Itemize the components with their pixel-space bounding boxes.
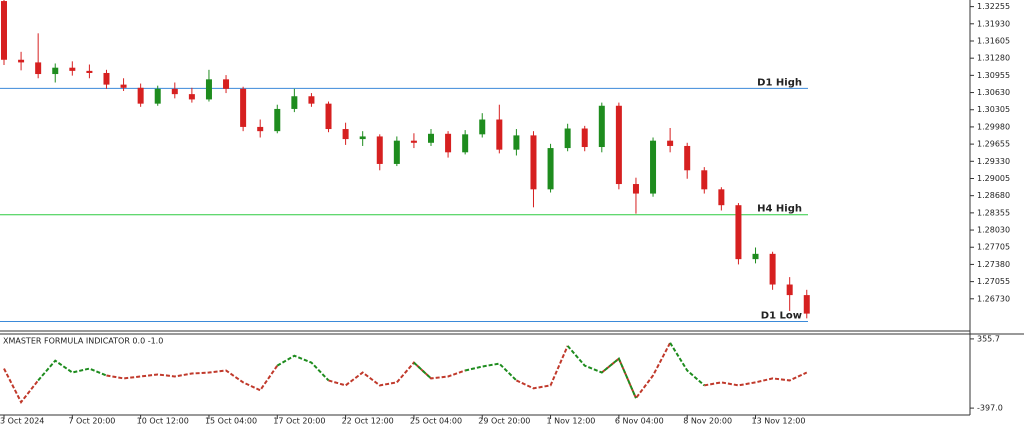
candle-body bbox=[274, 108, 281, 132]
x-tick-label: 17 Oct 20:00 bbox=[273, 417, 325, 426]
candle-body bbox=[445, 133, 452, 153]
candle-body bbox=[701, 170, 708, 190]
candle-body bbox=[530, 135, 537, 190]
candle-body bbox=[103, 72, 110, 85]
candle-body bbox=[428, 133, 434, 143]
candle-body bbox=[581, 128, 588, 148]
candle-body bbox=[308, 96, 315, 104]
y-tick-label: 1.26730 bbox=[977, 294, 1010, 303]
indicator-line bbox=[37, 342, 705, 399]
x-tick-label: 15 Oct 04:00 bbox=[205, 417, 257, 426]
candle-body bbox=[171, 88, 178, 95]
level-label: D1 Low bbox=[761, 311, 802, 322]
candle-body bbox=[598, 105, 605, 148]
candle-body bbox=[188, 94, 195, 100]
x-tick-label: 1 Nov 12:00 bbox=[547, 417, 596, 426]
y-tick-label: 1.28355 bbox=[977, 208, 1010, 217]
y-tick-label: 1.31605 bbox=[977, 36, 1010, 45]
x-tick-label: 8 Nov 20:00 bbox=[683, 417, 732, 426]
candle-body bbox=[667, 140, 674, 146]
candle-body bbox=[205, 79, 212, 100]
x-tick-label: 22 Oct 12:00 bbox=[342, 417, 394, 426]
x-tick-label: 3 Oct 2024 bbox=[0, 417, 44, 426]
x-tick-label: 7 Oct 20:00 bbox=[68, 417, 115, 426]
y-tick-label: 1.29005 bbox=[977, 174, 1010, 183]
candle-body bbox=[650, 140, 657, 194]
y-tick-label: 1.30630 bbox=[977, 88, 1010, 97]
candle-body bbox=[615, 105, 622, 185]
candle-body bbox=[632, 184, 639, 194]
y-tick-label: 1.30955 bbox=[977, 71, 1010, 80]
candle-body bbox=[359, 136, 366, 140]
candle-body bbox=[496, 119, 503, 150]
candle-body bbox=[803, 295, 810, 314]
x-tick-label: 10 Oct 12:00 bbox=[137, 417, 189, 426]
x-tick-label: 29 Oct 20:00 bbox=[478, 417, 530, 426]
y-tick-label: 1.27055 bbox=[977, 277, 1010, 286]
candle-body bbox=[752, 253, 759, 260]
y-tick-label: -397.0 bbox=[977, 404, 1003, 413]
candle-body bbox=[547, 148, 554, 190]
candle-body bbox=[342, 129, 349, 140]
candle-body bbox=[462, 134, 469, 153]
x-tick-label: 25 Oct 04:00 bbox=[410, 417, 462, 426]
y-tick-label: 1.27380 bbox=[977, 260, 1010, 269]
candle-body bbox=[325, 103, 332, 130]
candle-body bbox=[18, 59, 25, 63]
y-tick-label: 1.29980 bbox=[977, 122, 1010, 131]
candle-body bbox=[69, 67, 76, 71]
y-tick-label: 1.29330 bbox=[977, 157, 1010, 166]
candle-body bbox=[291, 96, 298, 109]
candle-body bbox=[393, 140, 400, 164]
y-tick-label: 1.28030 bbox=[977, 226, 1010, 235]
candle-body bbox=[52, 67, 59, 75]
candle-body bbox=[684, 145, 691, 171]
candle-body bbox=[154, 88, 161, 104]
x-tick-label: 6 Nov 04:00 bbox=[615, 417, 664, 426]
candle-body bbox=[735, 205, 742, 260]
candle-body bbox=[564, 128, 571, 149]
candle-body bbox=[786, 284, 793, 296]
level-label: D1 High bbox=[757, 77, 802, 88]
candle-body bbox=[376, 136, 383, 164]
y-tick-label: 1.28680 bbox=[977, 191, 1010, 200]
candle-body bbox=[223, 79, 230, 89]
candle-body bbox=[718, 189, 725, 206]
y-tick-label: 1.30305 bbox=[977, 105, 1010, 114]
candle-body bbox=[410, 140, 417, 143]
y-tick-label: 1.29655 bbox=[977, 140, 1010, 149]
candle-body bbox=[86, 70, 93, 73]
level-label: H4 High bbox=[757, 204, 802, 215]
candle-body bbox=[240, 88, 247, 127]
indicator-title: XMASTER FORMULA INDICATOR 0.0 -1.0 bbox=[3, 337, 163, 346]
y-tick-label: 1.27705 bbox=[977, 243, 1010, 252]
indicator-line bbox=[3, 342, 808, 404]
candle-body bbox=[769, 253, 776, 285]
y-tick-label: 1.31930 bbox=[977, 19, 1010, 28]
candle-body bbox=[35, 62, 42, 75]
candle-body bbox=[137, 87, 144, 104]
x-tick-label: 13 Nov 12:00 bbox=[752, 417, 806, 426]
candle-body bbox=[479, 119, 486, 135]
y-tick-label: 1.32255 bbox=[977, 2, 1010, 11]
candle-body bbox=[257, 126, 264, 132]
candle-body bbox=[120, 84, 127, 88]
y-tick-label: 1.31280 bbox=[977, 54, 1010, 63]
candle-body bbox=[1, 1, 7, 60]
y-tick-label: 355.7 bbox=[977, 334, 1000, 343]
candle-body bbox=[513, 135, 520, 150]
